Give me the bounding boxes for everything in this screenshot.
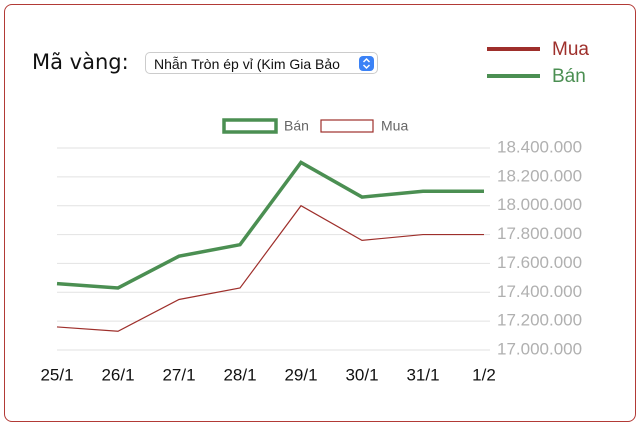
y-tick-label: 17.600.000 [497, 253, 582, 272]
y-tick-label: 18.400.000 [497, 137, 582, 156]
y-tick-label: 17.800.000 [497, 224, 582, 243]
legend-swatch [222, 118, 278, 134]
x-tick-label: 29/1 [284, 365, 317, 384]
series-line [56, 160, 484, 290]
gold-code-select[interactable]: Nhẫn Tròn ép vỉ (Kim Gia Bảo [145, 52, 378, 74]
y-tick-label: 18.000.000 [497, 195, 582, 214]
legend-label: Mua [381, 118, 408, 134]
x-tick-label: 27/1 [162, 365, 195, 384]
legend-swatch [320, 119, 374, 133]
y-tick-label: 17.000.000 [497, 339, 582, 358]
series-line [56, 204, 484, 332]
x-tick-label: 1/2 [472, 365, 496, 384]
x-tick-label: 31/1 [406, 365, 439, 384]
legend-label: Mua [552, 39, 589, 60]
y-tick-label: 18.200.000 [497, 166, 582, 185]
select-arrow[interactable] [359, 56, 374, 71]
legend-label: Bán [552, 66, 586, 87]
select-label: Mã vàng: [32, 50, 129, 74]
x-tick-label: 26/1 [101, 365, 134, 384]
frame [4, 4, 636, 422]
y-tick-label: 17.200.000 [497, 311, 582, 330]
arrow-icon [362, 57, 371, 70]
legend-label: Bán [284, 118, 309, 134]
x-tick-label: 25/1 [40, 365, 73, 384]
select-text: Nhẫn Tròn ép vỉ (Kim Gia Bảo [154, 56, 340, 72]
x-tick-label: 28/1 [223, 365, 256, 384]
x-tick-label: 30/1 [345, 365, 378, 384]
y-tick-label: 17.400.000 [497, 282, 582, 301]
